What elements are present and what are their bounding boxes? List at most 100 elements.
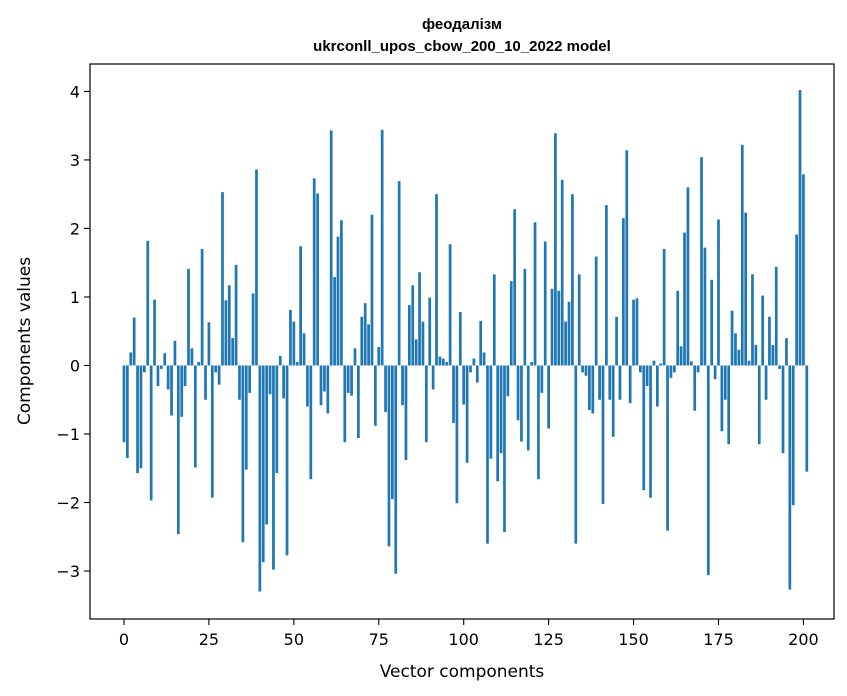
bar-102 [469,365,472,373]
bar-158 [659,363,663,366]
bar-173 [710,279,714,366]
bar-120 [530,362,533,366]
bar-157 [655,365,659,407]
y-tick-label: 3 [70,151,80,170]
bar-172 [706,365,710,576]
bar-81 [397,181,401,366]
bar-192 [774,266,778,366]
y-axis-label: Components values [15,257,35,425]
bar-179 [730,310,734,366]
y-tick-label: −3 [56,562,80,581]
bar-156 [652,360,656,366]
bar-94 [441,358,445,366]
bar-57 [316,193,319,366]
x-tick-label: 200 [788,630,819,649]
bar-178 [727,365,731,445]
bar-79 [391,365,394,500]
bar-159 [662,249,666,366]
bar-146 [618,365,622,400]
chart-subtitle: ukrconll_upos_cbow_200_10_2022 model [313,38,611,55]
bar-84 [407,305,411,366]
bar-143 [608,365,612,400]
bar-9 [153,299,156,366]
bar-75 [377,346,381,366]
bar-58 [319,365,323,406]
bar-112 [503,365,506,532]
bar-69 [357,365,360,439]
bar-117 [520,365,523,442]
bar-70 [360,316,364,366]
bar-95 [445,362,449,366]
bar-35 [241,365,245,543]
bar-100 [462,365,466,405]
bar-108 [489,365,493,459]
bar-0 [122,365,126,443]
bar-17 [180,365,184,417]
bar-54 [306,365,309,407]
bar-1 [126,365,129,458]
bar-197 [791,365,795,506]
bar-53 [302,333,306,366]
bar-98 [455,365,459,504]
bar-142 [605,205,608,366]
bar-42 [265,365,269,525]
bar-60 [326,365,330,414]
bar-149 [628,365,632,404]
x-tick-label: 100 [448,630,479,649]
bar-61 [329,130,333,366]
bar-110 [496,365,500,482]
bar-167 [689,361,693,366]
bar-119 [526,365,530,451]
bar-29 [221,192,224,366]
bar-115 [513,209,517,366]
bar-65 [343,365,347,443]
bar-66 [346,365,350,393]
bar-144 [611,365,615,437]
bar-114 [509,281,513,366]
chart-title: феодалізм [422,16,502,33]
bar-72 [367,324,370,366]
y-tick-label: −1 [56,425,80,444]
bar-8 [149,365,153,501]
bar-86 [414,339,418,366]
x-tick-label: 175 [703,630,734,649]
bar-88 [421,321,425,366]
bar-113 [506,365,510,397]
bar-71 [363,303,367,366]
bar-163 [676,290,680,366]
x-tick-label: 0 [119,630,129,649]
plot-frame [89,63,835,620]
y-tick-label: 2 [70,219,80,238]
bar-151 [635,298,639,366]
bar-30 [224,300,228,366]
bar-164 [679,346,683,366]
bar-12 [163,353,167,366]
bar-122 [537,365,540,480]
bar-134 [577,274,581,366]
bar-129 [560,179,564,366]
bar-103 [472,358,476,366]
bar-11 [159,365,163,369]
bar-180 [734,333,737,366]
bar-68 [353,348,357,366]
bar-26 [210,365,214,498]
bar-92 [435,194,438,366]
bar-45 [275,365,279,474]
bar-41 [261,365,265,563]
bar-90 [428,297,432,366]
bar-59 [323,365,326,392]
bar-124 [543,241,547,366]
bar-152 [639,365,642,373]
bar-74 [374,365,377,426]
bar-50 [292,321,296,366]
bar-105 [479,320,483,366]
bar-121 [533,222,537,366]
bar-93 [438,356,442,366]
bar-37 [248,365,252,393]
bar-132 [571,194,574,366]
bar-22 [197,362,201,366]
bar-141 [601,365,605,504]
bar-55 [309,365,313,480]
bar-136 [584,365,588,376]
